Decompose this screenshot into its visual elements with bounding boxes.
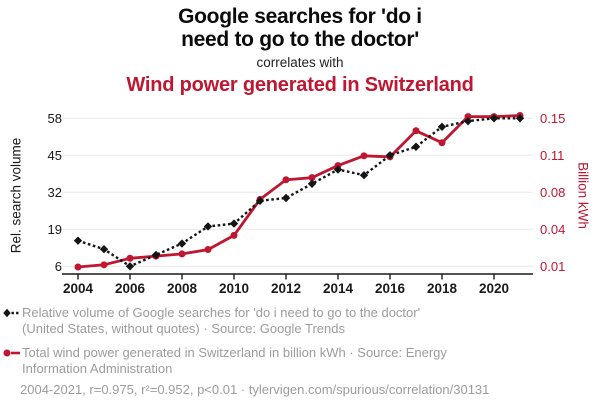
header: Google searches for 'do i need to go to … (0, 5, 600, 96)
left-tick-label: 45 (48, 148, 62, 163)
right-axis-tick-labels: 0.01 0.04 0.08 0.11 0.15 (540, 111, 565, 274)
page-title-line-2: need to go to the doctor' (181, 28, 419, 51)
x-tick-label: 2020 (479, 281, 509, 296)
x-tick-label: 2014 (323, 281, 354, 296)
data-point-diamond (489, 114, 499, 123)
x-tick-label: 2006 (115, 281, 146, 296)
data-point-diamond (281, 193, 291, 203)
data-point-circle (230, 231, 238, 239)
data-point-diamond (99, 245, 109, 254)
data-point-circle (282, 176, 290, 184)
series-google-searches (73, 114, 525, 271)
data-point-circle (464, 113, 472, 121)
secondary-title: Wind power generated in Switzerland (126, 74, 474, 96)
stats-and-source-line: 2004-2021, r=0.975, r²=0.952, p<0.01 · t… (20, 382, 490, 397)
right-tick-label: 0.15 (540, 111, 565, 126)
x-tick-label: 2008 (167, 281, 198, 296)
data-point-diamond (333, 165, 343, 174)
x-tick-label: 2012 (271, 281, 301, 296)
left-tick-label: 58 (48, 111, 62, 126)
legend: Relative volume of Google searches for '… (3, 305, 597, 385)
right-tick-label: 0.01 (540, 259, 565, 274)
data-point-circle (126, 254, 134, 262)
legend-item-text: Total wind power generated in Switzerlan… (22, 345, 447, 360)
black-diamond-dashed-line-icon (3, 308, 20, 318)
left-axis-tick-labels: 6 19 32 45 58 (48, 111, 62, 274)
data-point-circle (412, 127, 420, 135)
data-point-circle (74, 263, 82, 271)
data-point-circle (308, 174, 316, 182)
series-wind-power (74, 112, 524, 271)
data-point-diamond (515, 114, 525, 123)
x-tick-label: 2016 (375, 281, 406, 296)
legend-item-text: Relative volume of Google searches for '… (22, 305, 421, 320)
data-point-diamond (255, 196, 265, 206)
x-axis: 2004 2006 2008 2010 2012 2014 2016 2018 2020 (62, 273, 533, 296)
data-point-diamond (203, 222, 213, 231)
data-point-diamond (229, 219, 239, 228)
data-point-circle (100, 261, 108, 269)
data-point-diamond (359, 171, 369, 180)
x-tick-label: 2018 (427, 281, 458, 296)
data-point-circle (178, 250, 186, 258)
data-point-diamond (437, 122, 447, 132)
data-point-diamond (411, 142, 421, 151)
data-point-diamond (307, 179, 317, 188)
legend-item-wind-power: Total wind power generated in Switzerlan… (3, 345, 597, 376)
x-tick-label: 2010 (219, 281, 249, 296)
left-tick-label: 6 (55, 259, 62, 274)
data-point-diamond (177, 239, 187, 248)
red-circle-solid-line-icon (3, 349, 20, 357)
data-point-circle (438, 139, 446, 147)
left-tick-label: 32 (48, 185, 62, 200)
data-point-diamond (463, 116, 473, 126)
data-point-diamond (385, 151, 395, 160)
legend-item-text: (United States, without quotes) · Source… (22, 320, 346, 336)
legend-item-google-searches: Relative volume of Google searches for '… (3, 305, 597, 336)
right-tick-label: 0.04 (540, 222, 565, 237)
data-point-diamond (73, 236, 83, 245)
right-tick-label: 0.08 (540, 185, 565, 200)
x-tick-label: 2004 (63, 281, 94, 296)
data-point-diamond (125, 262, 135, 271)
data-point-diamond (151, 250, 161, 260)
left-tick-label: 19 (48, 222, 62, 237)
data-point-circle (204, 246, 212, 254)
legend-item-text: Information Administration (22, 360, 173, 376)
data-point-circle (360, 152, 368, 160)
right-tick-label: 0.11 (540, 148, 564, 163)
subtitle: correlates with (256, 55, 344, 70)
page-title-line-1: Google searches for 'do i (178, 5, 422, 28)
